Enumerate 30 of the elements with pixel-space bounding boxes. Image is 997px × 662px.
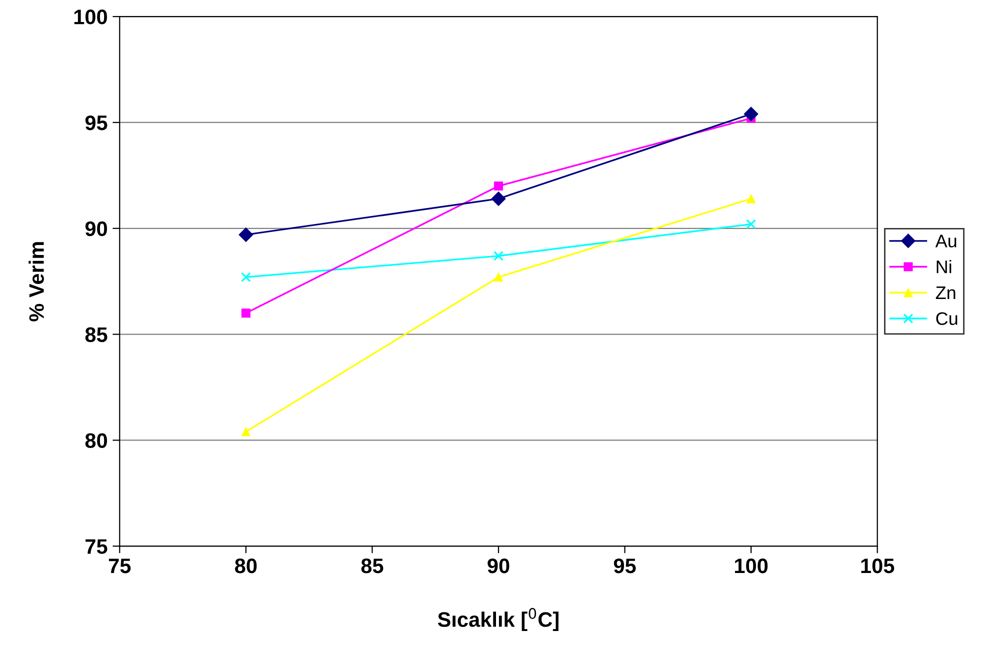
point [494,182,504,191]
y-tick-label: 75 [86,539,108,554]
point [494,272,504,282]
y-tick-label: 90 [85,221,107,236]
point [746,194,756,204]
legend-label: Ni [936,260,952,274]
point [494,250,504,261]
x-tick-label: 100 [735,558,768,574]
point [240,272,251,282]
point [744,106,758,122]
legend-label: Au [935,234,956,248]
x-axis-title: Sıcaklık [$^{0}$C] [438,608,558,632]
y-tick-label: 80 [85,433,107,448]
point [491,192,506,206]
x-tick-label: 95 [614,558,636,574]
point [746,219,756,230]
x-tick-label: 90 [488,558,510,574]
y-axis-title: % Verim [28,242,44,322]
y-tick-label: 100 [74,10,107,24]
y-tick-label: 85 [85,327,108,342]
legend-label: Cu [936,312,958,325]
x-tick-label: 105 [861,558,894,574]
point [241,308,250,318]
point [238,228,254,242]
x-tick-label: 85 [361,558,384,574]
legend-label: Zn [936,286,956,299]
x-tick-label: 75 [108,558,131,574]
x-tick-label: 80 [235,558,257,574]
point [241,427,250,436]
y-tick-label: 95 [85,115,108,130]
